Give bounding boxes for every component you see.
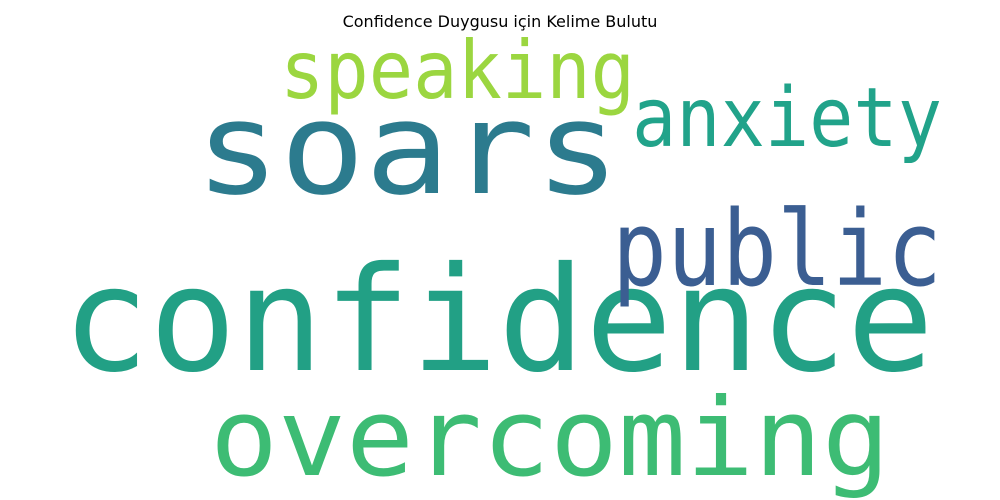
word-overcoming: overcoming <box>210 376 890 500</box>
word-anxiety: anxiety <box>632 71 942 166</box>
word-confidence: confidence <box>62 236 934 405</box>
word-public: public <box>612 188 942 310</box>
chart-title: Confidence Duygusu için Kelime Bulutu <box>342 12 658 31</box>
word-speaking: speaking <box>280 24 635 117</box>
word-soars: soars <box>195 75 620 224</box>
